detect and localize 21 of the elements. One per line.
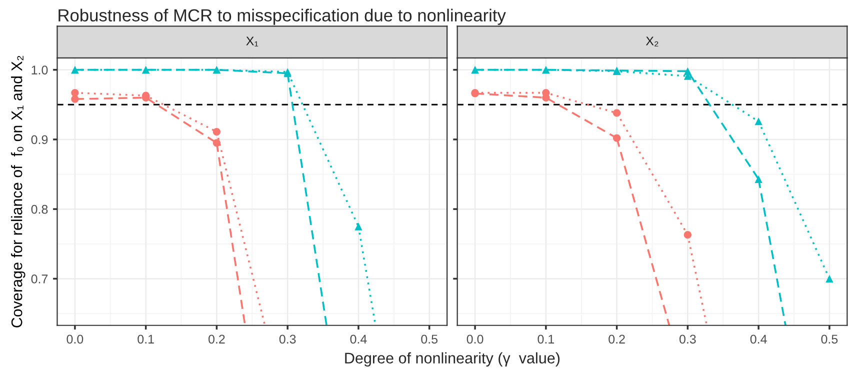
y-axis-title: Coverage for reliance of f₀ on X₁ and X₂ [11, 56, 26, 328]
x-tick-label: 0.5 [821, 334, 838, 344]
x-axis-title: Degree of nonlinearity (γ value) [345, 352, 560, 367]
x-tick-label: 0.2 [208, 334, 225, 344]
x-tick-label: 0.0 [66, 334, 84, 344]
chart-subtitle: X₂ [646, 36, 658, 46]
y-tick-label: 0.7 [31, 274, 48, 284]
x-tick-label: 0.1 [538, 334, 554, 344]
x-tick-label: 0.2 [608, 334, 625, 344]
x-tick-label: 0.0 [466, 334, 484, 344]
y-tick-label: 0.9 [31, 135, 48, 144]
chart-subtitle: X₁ [246, 36, 258, 46]
x-tick-label: 0.3 [679, 334, 696, 344]
y-tick-label: 1.0 [32, 66, 48, 74]
x-tick-label: 0.3 [279, 334, 296, 344]
x-tick-label: 0.4 [750, 334, 767, 344]
y-tick-label: 0.8 [31, 204, 48, 214]
x-tick-label: 0.4 [350, 334, 367, 344]
x-tick-label: 0.5 [421, 334, 438, 344]
chart-title: Robustness of MCR to misspecification due to nonlinearity [58, 8, 506, 25]
x-tick-label: 0.1 [138, 334, 154, 344]
